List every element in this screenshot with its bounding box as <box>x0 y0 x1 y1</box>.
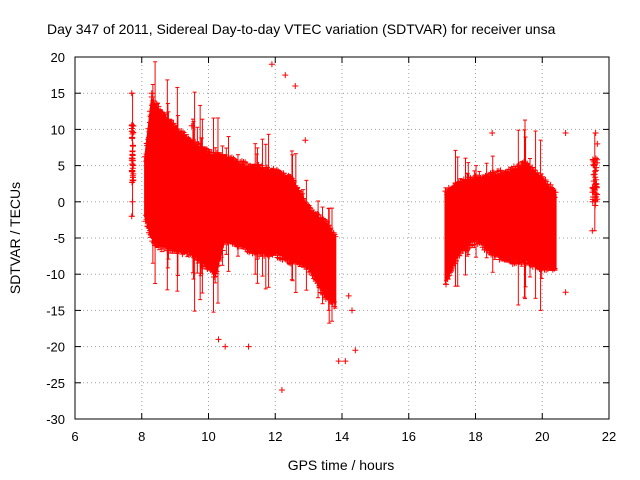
x-tick-label: 20 <box>535 429 549 444</box>
y-axis-label: SDTVAR / TECUs <box>7 182 23 294</box>
band-late-burst <box>589 130 601 234</box>
band-main-envelope-a <box>142 61 339 324</box>
y-tick-label: 5 <box>58 159 65 174</box>
y-tick-label: -20 <box>46 340 65 355</box>
outlier-points <box>148 61 569 394</box>
data-point <box>129 198 136 205</box>
x-tick-label: 16 <box>402 429 416 444</box>
data-point <box>268 61 275 68</box>
data-point <box>590 162 597 169</box>
data-point <box>590 161 597 168</box>
data-point <box>129 167 136 174</box>
axis-ticks <box>74 56 610 420</box>
data-point <box>592 130 599 137</box>
data-point <box>562 289 569 296</box>
x-tick-label: 22 <box>602 429 616 444</box>
data-point <box>130 162 137 169</box>
data-point <box>245 343 252 350</box>
y-tick-label: 15 <box>51 86 65 101</box>
y-tick-labels: -30 -25 -20 -15 -10 -5 0 5 10 15 20 <box>46 50 65 427</box>
data-point <box>258 162 265 169</box>
data-point <box>590 186 597 193</box>
data-point <box>349 307 356 314</box>
data-point <box>178 128 185 135</box>
data-point <box>148 90 155 97</box>
chart-title: Day 347 of 2011, Sidereal Day-to-day VTE… <box>47 21 556 37</box>
data-point <box>298 190 305 197</box>
data-point <box>592 155 599 162</box>
x-tick-label: 18 <box>468 429 482 444</box>
data-point <box>278 387 285 394</box>
data-point <box>342 358 349 365</box>
data-point <box>525 163 532 170</box>
x-axis-label: GPS time / hours <box>288 457 395 473</box>
data-points <box>128 61 601 394</box>
data-point <box>128 213 135 220</box>
data-point <box>170 120 177 127</box>
band-main-envelope-b <box>442 119 559 311</box>
data-point <box>593 184 600 191</box>
data-point <box>446 272 453 279</box>
data-point <box>489 130 496 137</box>
data-point <box>335 358 342 365</box>
y-tick-label: -30 <box>46 412 65 427</box>
data-point <box>300 196 307 203</box>
x-tick-label: 12 <box>268 429 282 444</box>
data-point <box>282 72 289 79</box>
data-point <box>129 143 136 150</box>
band-early-burst <box>128 90 137 220</box>
data-point <box>129 135 136 142</box>
x-tick-label: 14 <box>335 429 349 444</box>
data-point <box>214 263 221 270</box>
data-point <box>128 90 135 97</box>
y-tick-label: 20 <box>51 50 65 65</box>
data-point <box>443 281 450 288</box>
data-point <box>155 103 162 110</box>
data-point <box>332 233 339 240</box>
data-point <box>129 155 136 162</box>
data-point <box>590 194 597 201</box>
y-tick-label: 10 <box>51 122 65 137</box>
data-point <box>352 347 359 354</box>
data-point <box>130 177 137 184</box>
y-tick-label: -15 <box>46 303 65 318</box>
data-point <box>219 247 226 254</box>
data-point <box>292 82 299 89</box>
y-tick-label: -5 <box>53 231 65 246</box>
data-point <box>591 171 598 178</box>
y-tick-label: -25 <box>46 376 65 391</box>
data-point <box>592 180 599 187</box>
data-point <box>592 198 599 205</box>
x-tick-labels: 6 8 10 12 14 16 18 20 22 <box>71 429 616 444</box>
x-tick-label: 8 <box>138 429 145 444</box>
data-point <box>130 129 137 136</box>
data-point <box>222 343 229 350</box>
data-point <box>215 336 222 343</box>
data-point <box>552 189 559 196</box>
data-point <box>188 122 195 129</box>
data-point <box>444 276 451 283</box>
data-point <box>562 130 569 137</box>
data-point <box>590 171 597 178</box>
y-tick-label: 0 <box>58 195 65 210</box>
data-point <box>589 227 596 234</box>
x-tick-label: 6 <box>71 429 78 444</box>
x-tick-label: 10 <box>201 429 215 444</box>
data-point <box>128 122 135 129</box>
y-tick-label: -10 <box>46 267 65 282</box>
data-point <box>594 140 601 147</box>
data-point <box>302 137 309 144</box>
data-point <box>345 292 352 299</box>
data-point <box>547 181 554 188</box>
